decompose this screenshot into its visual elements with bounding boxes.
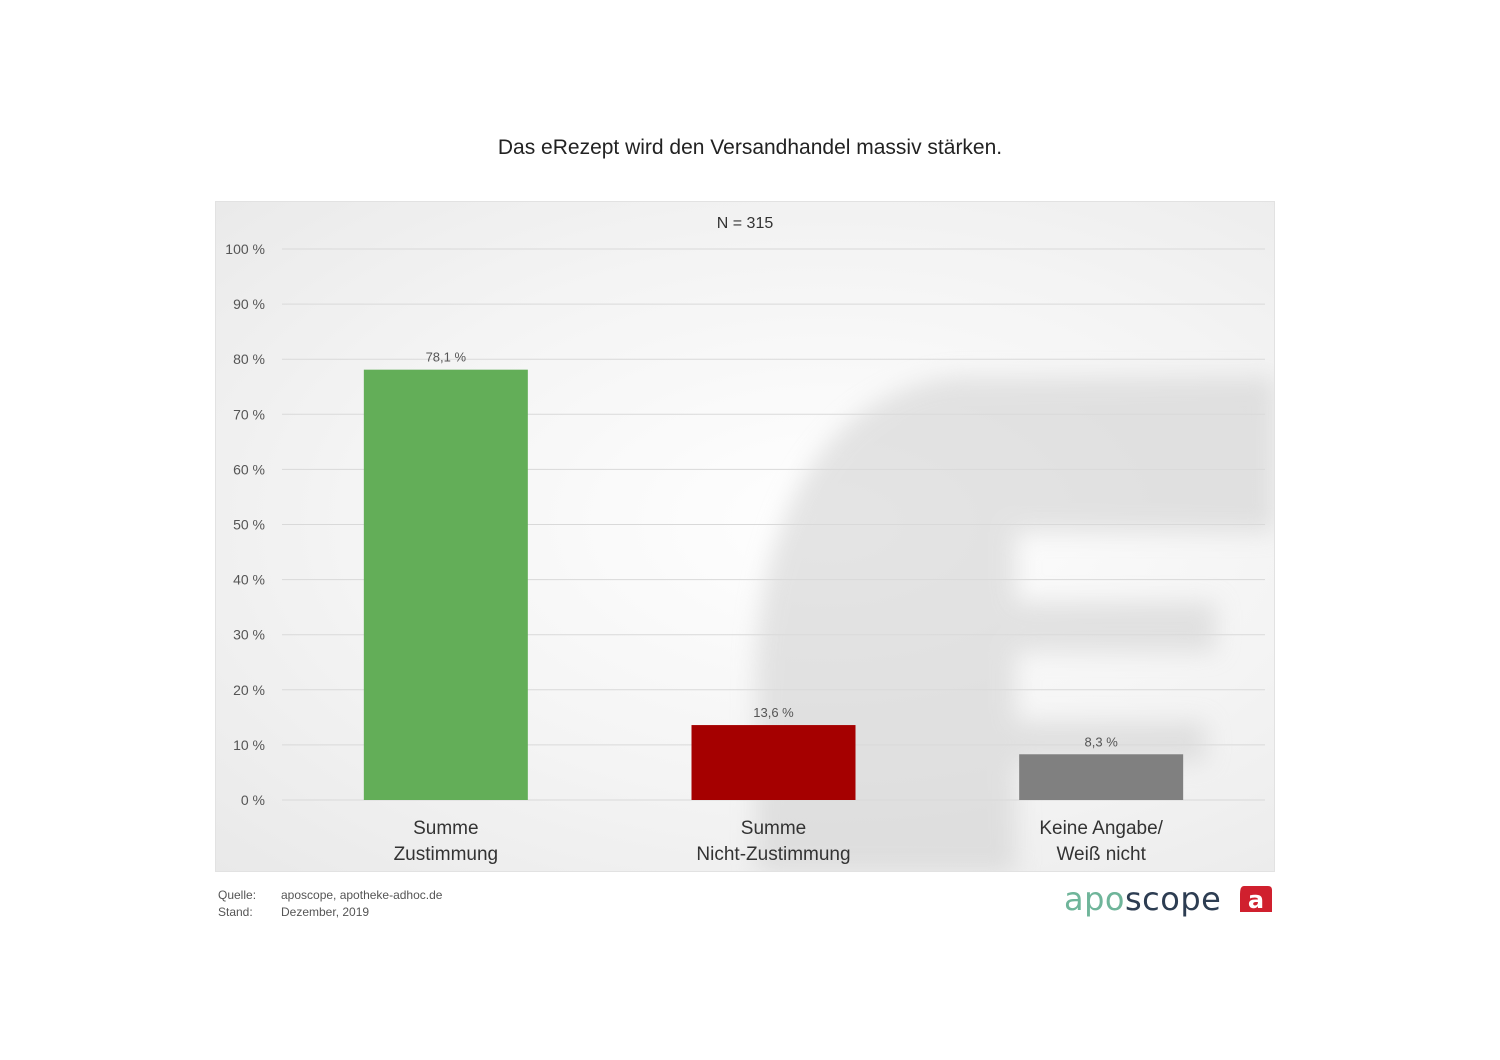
brand-wordmark: aposcope	[1064, 880, 1221, 918]
source-label: Quelle:	[218, 888, 257, 902]
y-tick-label: 30 %	[233, 627, 265, 643]
x-category-label: Keine Angabe/	[1039, 818, 1163, 839]
bar-chart: N = 315 0 % 10 % 20 % 30 % 40 % 50 % 60 % 70 % 8…	[225, 215, 1265, 865]
brand-part-apo: apo	[1064, 880, 1125, 918]
x-category-label: Zustimmung	[394, 844, 499, 865]
y-tick-label: 20 %	[233, 682, 265, 698]
y-tick-label: 0 %	[241, 792, 265, 808]
y-tick-label: 60 %	[233, 461, 265, 477]
bar	[1019, 754, 1184, 800]
x-category-label: Weiß nicht	[1056, 844, 1146, 865]
source-value: aposcope, apotheke-adhoc.de	[281, 888, 443, 902]
brand-logo-icon: a	[1240, 886, 1272, 914]
date-label: Stand:	[218, 905, 253, 919]
bar	[691, 725, 856, 800]
bar	[363, 369, 528, 800]
y-tick-label: 90 %	[233, 296, 265, 312]
y-tick-label: 100 %	[225, 241, 265, 257]
x-category-label: Summe	[413, 818, 478, 839]
y-tick-label: 50 %	[233, 517, 265, 533]
y-tick-label: 80 %	[233, 351, 265, 367]
chart-panel: N = 315 0 % 10 % 20 % 30 % 40 % 50 % 60 % 70 % 8…	[215, 201, 1275, 872]
y-tick-label: 10 %	[233, 737, 265, 753]
y-tick-label: 70 %	[233, 406, 265, 422]
bar-value-label: 13,6 %	[753, 705, 794, 720]
brand-logo-letter: a	[1248, 886, 1264, 914]
x-category-label: Summe	[741, 818, 806, 839]
chart-title: Das eRezept wird den Versandhandel massi…	[497, 136, 1003, 159]
background-watermark-icon	[756, 377, 1274, 871]
date-value: Dezember, 2019	[281, 905, 370, 919]
bar-value-label: 8,3 %	[1085, 734, 1119, 749]
brand-part-scope: scope	[1125, 880, 1222, 918]
sample-size-label: N = 315	[717, 215, 774, 232]
y-tick-label: 40 %	[233, 572, 265, 588]
bar-value-label: 78,1 %	[426, 350, 467, 365]
x-category-label: Nicht-Zustimmung	[696, 844, 850, 865]
